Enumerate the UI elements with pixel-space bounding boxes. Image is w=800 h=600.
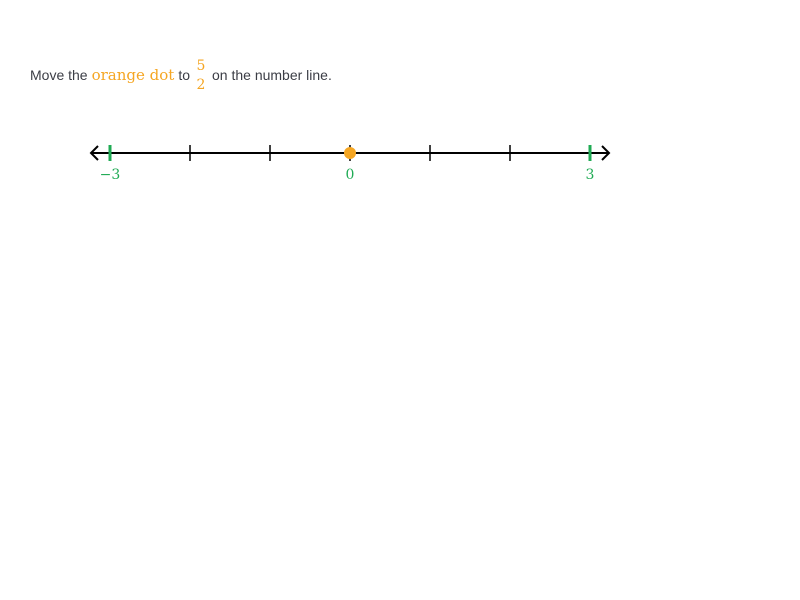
fraction-denominator: 2 <box>196 76 206 93</box>
fraction-numerator: 5 <box>196 57 206 74</box>
orange-dot[interactable] <box>344 147 356 159</box>
tick-label: −3 <box>100 167 121 183</box>
prompt-text-middle: to <box>178 67 190 83</box>
tick-label: 0 <box>346 167 355 183</box>
target-fraction: 5 2 <box>196 57 206 94</box>
right-arrow-icon <box>601 145 611 161</box>
left-arrow-icon <box>89 145 99 161</box>
tick-label: 3 <box>586 167 595 183</box>
prompt-text-after: on the number line. <box>212 67 332 83</box>
tick-labels: −3 0 3 <box>100 167 595 183</box>
question-prompt: Move the orange dot to 5 2 on the number… <box>30 55 332 95</box>
prompt-text-before: Move the <box>30 67 88 83</box>
orange-dot-highlight: orange dot <box>91 66 175 84</box>
number-line: −3 0 3 <box>89 145 611 183</box>
